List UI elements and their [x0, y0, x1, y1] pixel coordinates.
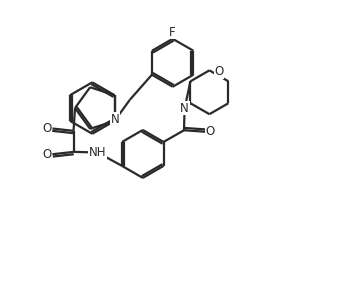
Text: O: O: [214, 65, 223, 78]
Text: O: O: [42, 148, 52, 161]
Text: F: F: [169, 26, 175, 39]
Text: O: O: [42, 122, 52, 135]
Text: O: O: [206, 125, 215, 138]
Text: N: N: [111, 113, 120, 126]
Text: NH: NH: [89, 146, 106, 159]
Text: N: N: [180, 102, 189, 115]
